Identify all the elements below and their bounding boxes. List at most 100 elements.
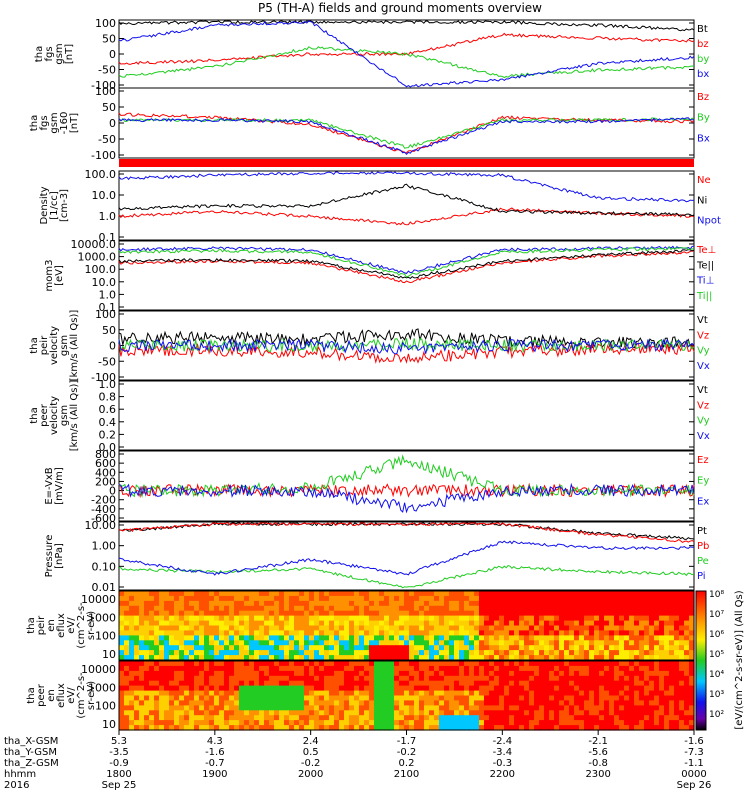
spectrogram-cell [394, 670, 400, 677]
spectrogram-cell [684, 630, 690, 636]
spectrogram-cell [144, 595, 150, 602]
x-tick-label: -2.4 [493, 736, 513, 747]
spectrogram-cell [679, 670, 685, 677]
spectrogram-cell [259, 625, 265, 631]
spectrogram-cell [564, 700, 570, 706]
spectrogram-cell [474, 720, 480, 726]
spectrogram-cell [184, 670, 190, 677]
spectrogram-cell [379, 710, 385, 716]
spectrogram-cell [169, 670, 175, 677]
spectrogram-cell [419, 690, 425, 697]
spectrogram-cell [459, 635, 465, 641]
spectrogram-cell [289, 605, 295, 612]
y-tick-label: 1000 [88, 611, 116, 624]
spectrogram-cell [644, 635, 650, 641]
spectrogram-cell [399, 625, 405, 631]
spectrogram-cell [194, 610, 200, 617]
spectrogram-cell [139, 705, 145, 711]
spectrogram-cell [684, 715, 690, 721]
spectrogram-cell [174, 610, 180, 617]
spectrogram-cell [479, 595, 485, 602]
spectrogram-cell [689, 700, 695, 706]
spectrogram-cell [264, 615, 270, 622]
spectrogram-cell [304, 680, 310, 687]
y-axis-label-line: [nT] [69, 113, 80, 133]
spectrogram-cell [564, 675, 570, 682]
spectrogram-cell [474, 595, 480, 602]
spectrogram-cell [624, 710, 630, 716]
spectrogram-cell [609, 665, 615, 672]
spectrogram-cell [414, 650, 420, 656]
spectrogram-cell [224, 645, 230, 651]
spectrogram-cell [654, 610, 660, 617]
spectrogram-cell [449, 720, 455, 726]
spectrogram-cell [349, 700, 355, 706]
spectrogram-cell [454, 620, 460, 627]
spectrogram-cell [369, 625, 375, 631]
spectrogram-cell [239, 625, 245, 631]
spectrogram-cell [544, 640, 550, 646]
y-axis-label-line: [nT] [64, 44, 75, 64]
spectrogram-cell [419, 675, 425, 682]
spectrogram-cell [154, 725, 160, 731]
spectrogram-cell [689, 705, 695, 711]
spectrogram-cell [419, 720, 425, 726]
spectrogram-cell [134, 725, 140, 731]
spectrogram-cell [669, 715, 675, 721]
y-tick-label: 0 [109, 117, 116, 130]
spectrogram-cell [309, 661, 315, 667]
spectrogram-cell [414, 690, 420, 697]
spectrogram-cell [669, 690, 675, 697]
spectrogram-cell [689, 630, 695, 636]
spectrogram-cell [604, 630, 610, 636]
y-tick-label: 1.0 [99, 378, 117, 391]
spectrogram-cell [299, 600, 305, 607]
spectrogram-cell [184, 625, 190, 631]
spectrogram-cell [669, 595, 675, 602]
spectrogram-cell [644, 710, 650, 716]
spectrogram-cell [404, 720, 410, 726]
spectrogram-cell [449, 685, 455, 692]
spectrogram-cell [434, 661, 440, 667]
y-tick-label: -50 [98, 355, 116, 368]
spectrogram-cell [364, 610, 370, 617]
spectrogram-cell [639, 705, 645, 711]
spectrogram-cell [134, 680, 140, 687]
spectrogram-cell [654, 695, 660, 701]
spectrogram-cell [469, 615, 475, 622]
spectrogram-cell [419, 665, 425, 672]
spectrogram-cell [139, 591, 145, 597]
spectrogram-cell [499, 640, 505, 646]
spectrogram-cell [289, 625, 295, 631]
x-tick-label: Sep 26 [677, 780, 712, 791]
spectrogram-cell [474, 650, 480, 656]
spectrogram-cell [674, 710, 680, 716]
spectrogram-cell [574, 640, 580, 646]
spectrogram-cell [689, 710, 695, 716]
spectrogram-cell [644, 661, 650, 667]
spectrogram-cell [174, 705, 180, 711]
y-axis-label-line: Density [39, 186, 50, 224]
spectrogram-cell [214, 690, 220, 697]
spectrogram-cell [564, 600, 570, 607]
spectrogram-cell [259, 655, 265, 661]
spectrogram-cell [339, 620, 345, 627]
spectrogram-cell [194, 715, 200, 721]
spectrogram-cell [424, 625, 430, 631]
spectrogram-cell [534, 675, 540, 682]
y-tick-label: 10 [102, 718, 116, 731]
spectrogram-cell [584, 685, 590, 692]
spectrogram-cell [589, 635, 595, 641]
spectrogram-cell [544, 610, 550, 617]
spectrogram-cell [594, 705, 600, 711]
spectrogram-cell [419, 640, 425, 646]
spectrogram-cell [249, 695, 255, 701]
spectrogram-cell [239, 640, 245, 646]
spectrogram-cell [604, 670, 610, 677]
spectrogram-cell [544, 670, 550, 677]
spectrogram-cell [629, 655, 635, 661]
spectrogram-cell [654, 600, 660, 607]
spectrogram-cell [134, 595, 140, 602]
spectrogram-cell [424, 595, 430, 602]
spectrogram-cell [649, 655, 655, 661]
